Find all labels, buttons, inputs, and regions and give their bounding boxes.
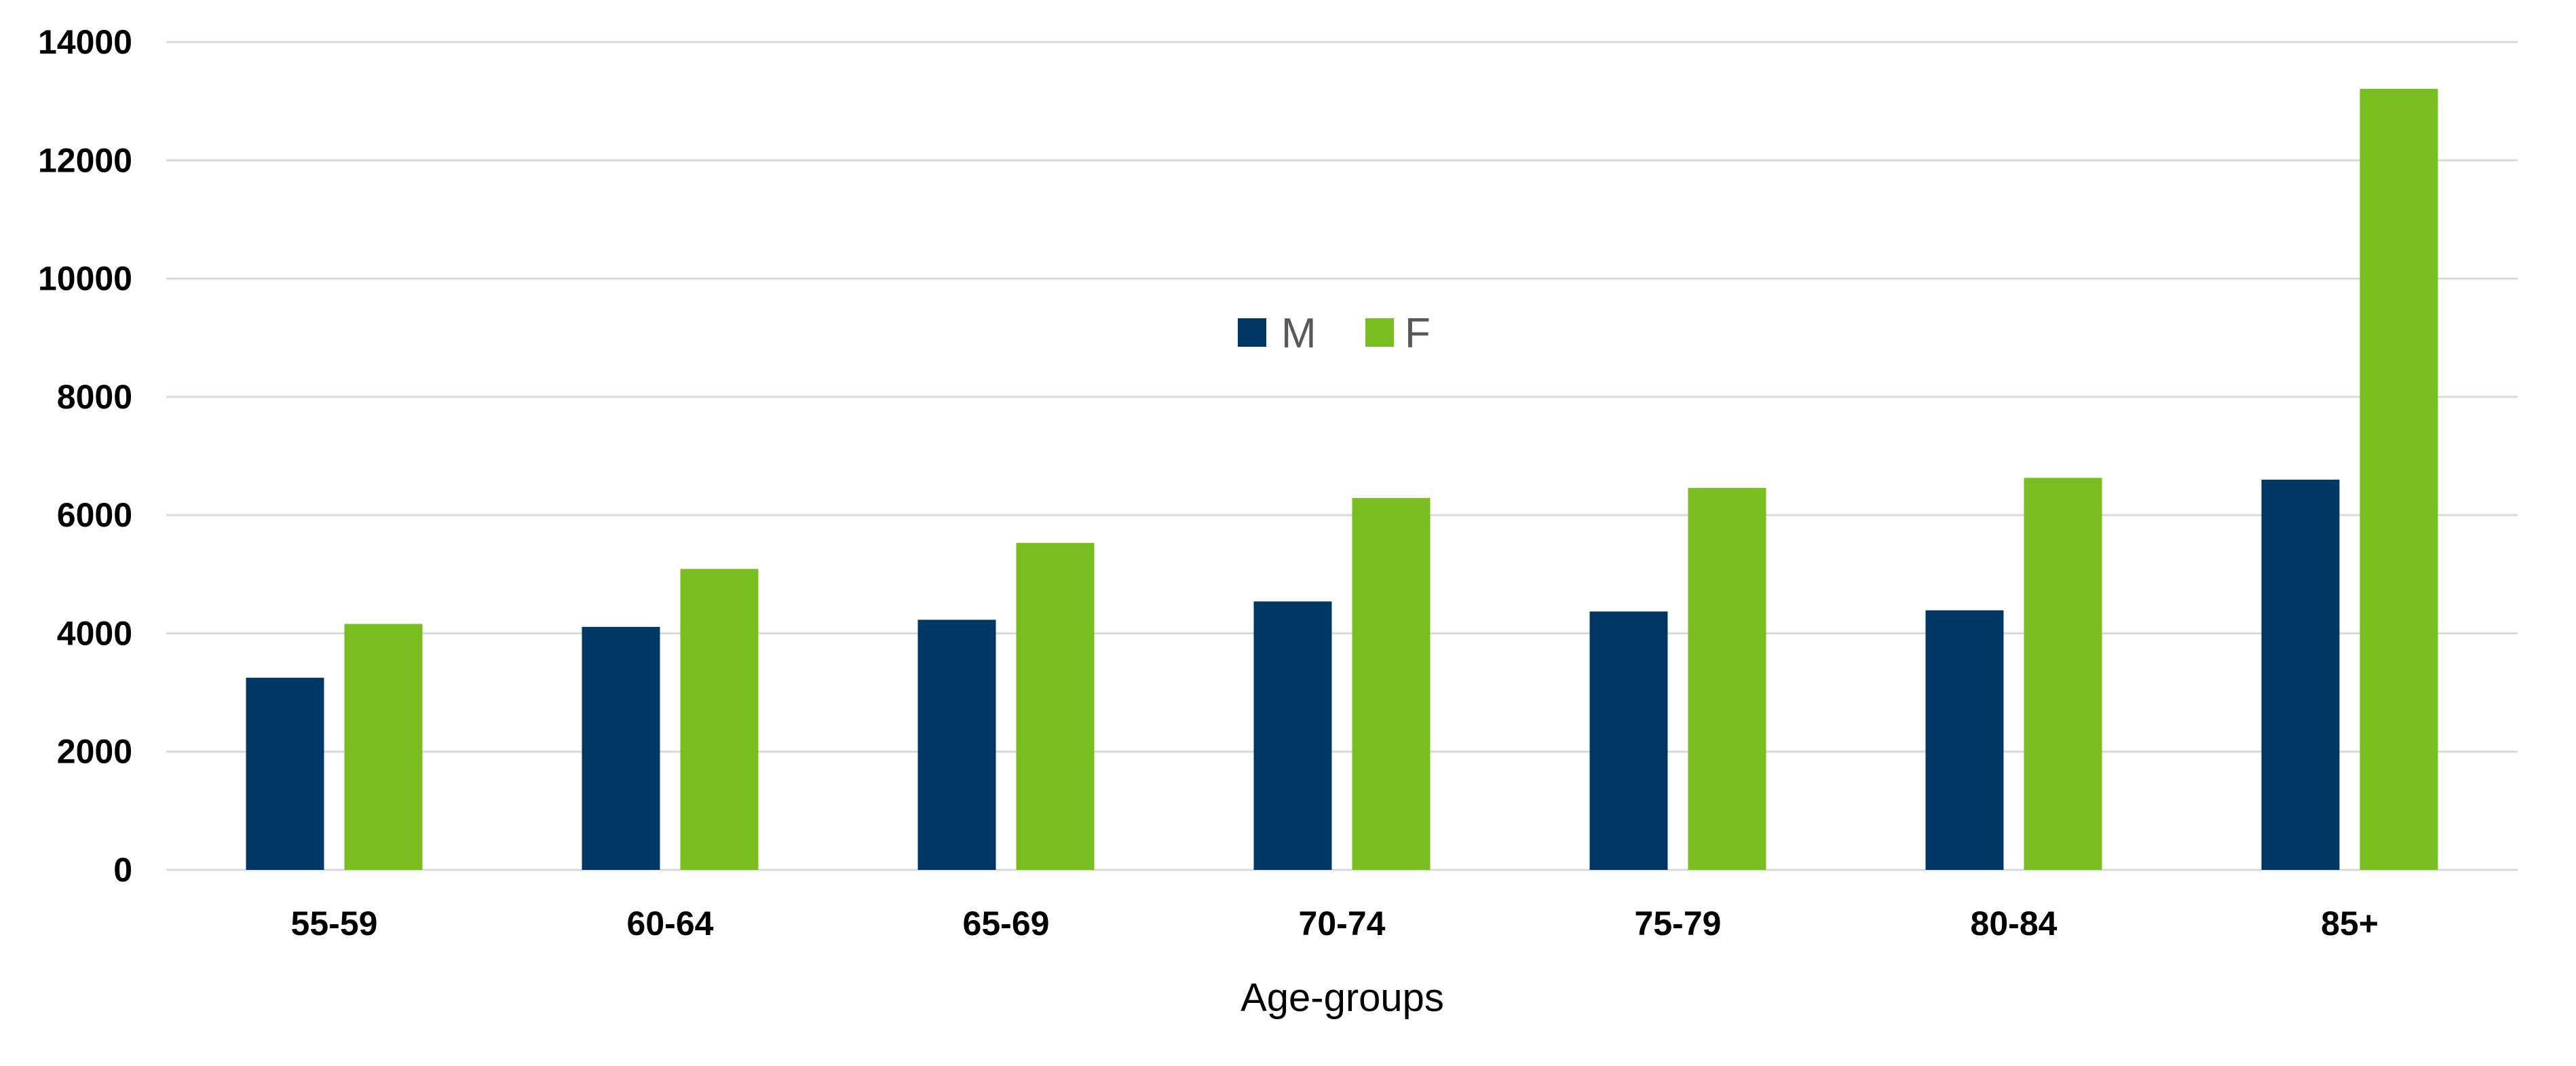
legend-label-m: M: [1281, 310, 1317, 357]
bar-f-70-74: [1352, 497, 1431, 870]
y-tick-label: 8000: [57, 378, 132, 416]
bar-f-65-69: [1016, 543, 1095, 870]
legend-swatch-m: [1238, 318, 1266, 347]
x-tick-label: 55-59: [291, 905, 378, 943]
x-tick-label: 75-79: [1635, 905, 1722, 943]
x-tick-label: 80-84: [1971, 905, 2058, 943]
y-tick-label: 2000: [57, 733, 132, 771]
bar-m-75-79: [1589, 611, 1668, 870]
y-tick-label: 14000: [38, 23, 132, 61]
x-tick-label: 60-64: [627, 905, 714, 943]
bar-f-75-79: [1688, 488, 1766, 870]
x-tick-label: 65-69: [963, 905, 1050, 943]
bar-m-80-84: [1925, 610, 2004, 870]
y-tick-label: 4000: [57, 614, 132, 652]
bars: [246, 88, 2438, 870]
bar-m-70-74: [1253, 601, 1332, 870]
y-axis-ticks: 0 2000 4000 6000 8000 10000 12000 14000: [38, 23, 132, 889]
gridlines: [166, 41, 2518, 871]
bar-m-85+: [2261, 479, 2340, 870]
bar-f-85+: [2360, 88, 2438, 870]
x-axis-title: Age-groups: [1240, 976, 1444, 1020]
y-tick-label: 6000: [57, 496, 132, 534]
bar-f-60-64: [680, 569, 759, 870]
x-axis-ticks: 55-59 60-64 65-69 70-74 75-79 80-84 85+: [291, 905, 2379, 943]
legend-swatch-f: [1365, 318, 1394, 347]
legend-label-f: F: [1405, 310, 1431, 357]
bar-m-55-59: [246, 677, 324, 870]
bar-m-60-64: [582, 626, 660, 870]
y-tick-label: 12000: [38, 141, 132, 179]
x-tick-label: 70-74: [1299, 905, 1386, 943]
bar-m-65-69: [917, 620, 996, 870]
y-tick-label: 0: [113, 851, 132, 889]
y-tick-label: 10000: [38, 260, 132, 298]
bar-f-80-84: [2024, 478, 2102, 870]
x-tick-label: 85+: [2321, 905, 2379, 943]
bar-f-55-59: [344, 624, 423, 870]
